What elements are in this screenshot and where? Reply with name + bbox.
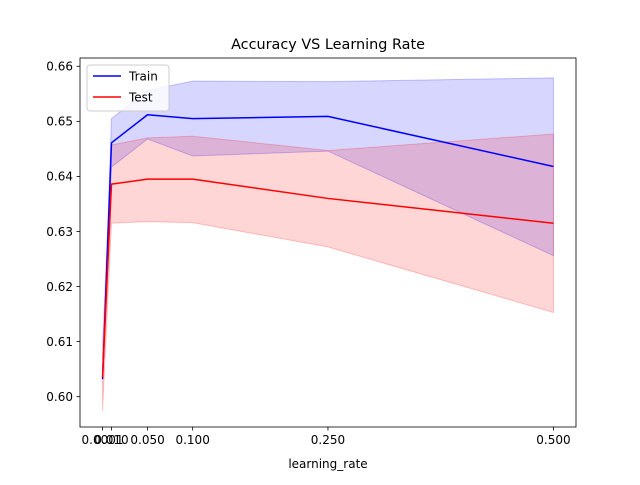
test-data-point: [111, 184, 112, 185]
y-tick-label: 0.63: [46, 225, 73, 239]
test-confidence-band: [102, 133, 554, 411]
test-data-point: [553, 223, 554, 224]
x-tick-label: 0.050: [130, 433, 164, 447]
y-tick-label: 0.65: [46, 115, 73, 129]
chart-title: Accuracy VS Learning Rate: [231, 37, 425, 53]
test-data-point: [102, 377, 103, 378]
test-data-point: [192, 179, 193, 180]
train-data-point: [327, 116, 328, 117]
legend-label-test: Test: [128, 90, 153, 104]
train-data-point: [147, 114, 148, 115]
train-data-point: [111, 142, 112, 143]
train-data-point: [192, 118, 193, 119]
series-lines: [101, 113, 554, 380]
train-data-point: [553, 166, 554, 167]
train-data-point: [102, 378, 103, 379]
y-tick-label: 0.62: [46, 280, 73, 294]
x-tick-label: 0.0001: [82, 433, 124, 447]
test-data-point: [327, 198, 328, 199]
x-tick-label: 0.010: [94, 433, 128, 447]
y-tick-label: 0.60: [46, 390, 73, 404]
legend-label-train: Train: [128, 69, 158, 83]
legend: Train Test: [86, 64, 170, 112]
y-axis-ticks: 0.60 0.61 0.62 0.63 0.64 0.65 0.66: [46, 60, 80, 404]
test-series-line: [101, 178, 554, 378]
x-tick-label: 0.250: [311, 433, 345, 447]
x-tick-label: 0.500: [536, 433, 570, 447]
train-series-line: [101, 113, 554, 380]
y-tick-label: 0.66: [46, 60, 73, 74]
y-tick-label: 0.61: [46, 335, 73, 349]
x-tick-label: 0.100: [175, 433, 209, 447]
y-tick-label: 0.64: [46, 170, 73, 184]
x-axis-label: learning_rate: [288, 457, 367, 471]
test-data-point: [147, 179, 148, 180]
